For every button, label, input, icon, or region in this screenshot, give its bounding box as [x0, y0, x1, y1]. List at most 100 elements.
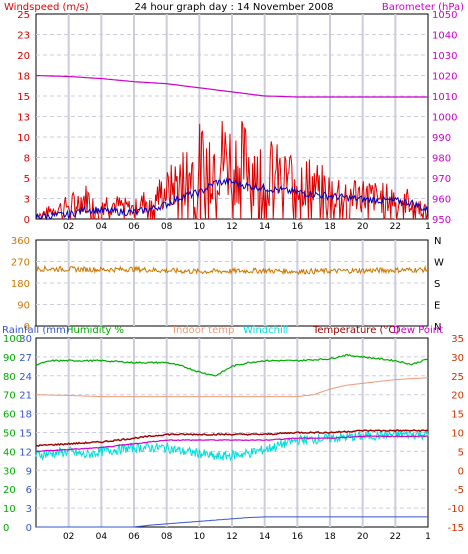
x-tick-label: 06: [128, 532, 140, 542]
indoor-temp-series: [36, 377, 429, 398]
barometer-axis-tick-label: 990: [432, 133, 451, 144]
temperature-axis-tick-label: 5: [458, 447, 464, 458]
barometer-axis-tick-label: 1050: [432, 10, 457, 21]
barometer-series: [35, 74, 428, 98]
windspeed-axis-tick-label: 25: [17, 10, 30, 21]
x-tick-label: 14: [259, 532, 271, 542]
x-tick-label: 08: [161, 222, 173, 232]
barometer-axis-tick-label: 980: [432, 154, 451, 165]
rainfall-axis-tick-label: 15: [19, 429, 32, 440]
temperature-axis-tick-label: -15: [448, 523, 464, 534]
temperature-series: [35, 429, 429, 448]
wind-dir-axis-tick-label: 270: [11, 258, 30, 269]
rainfall-axis-tick-label: 0: [26, 523, 32, 534]
barometer-axis-tick-label: 1030: [432, 51, 457, 62]
windspeed-axis-tick-label: 23: [17, 31, 30, 42]
compass-label: N: [434, 236, 441, 247]
temperature-axis-tick-label: 0: [458, 466, 464, 477]
x-tick-label: 02: [63, 222, 74, 232]
humidity-axis-tick-label: 0: [3, 523, 9, 534]
barometer-axis-tick-label: 1040: [432, 31, 457, 42]
x-tick-label: 1: [425, 222, 431, 232]
temperature-legend: Temperature (°C): [312, 325, 399, 336]
x-tick-label: 14: [259, 222, 271, 232]
x-tick-label: 12: [226, 222, 237, 232]
temperature-axis-tick-label: 35: [451, 334, 464, 345]
barometer-axis-tick-label: 1020: [432, 72, 457, 83]
rainfall-axis-tick-label: 6: [26, 485, 32, 496]
x-tick-label: 04: [96, 222, 108, 232]
windspeed-axis-tick-label: 20: [17, 51, 30, 62]
windspeed-series: [35, 120, 429, 220]
rainfall-axis-tick-label: 9: [26, 466, 32, 477]
wind-dir-axis-tick-label: 0: [24, 322, 30, 333]
windspeed-axis-tick-label: 0: [24, 215, 30, 226]
humidity-axis-tick-label: 10: [3, 504, 16, 515]
barometer-axis-tick-label: 960: [432, 195, 451, 206]
barometer-axis-tick-label: 1000: [432, 113, 457, 124]
chart-title: 24 hour graph day : 14 November 2008: [134, 2, 333, 13]
compass-label: E: [434, 301, 440, 312]
humidity-axis-tick-label: 60: [3, 410, 16, 421]
windspeed-axis-tick-label: 10: [17, 133, 30, 144]
x-tick-label: 10: [194, 222, 206, 232]
rainfall-axis-tick-label: 30: [19, 334, 32, 345]
x-tick-label: 22: [390, 532, 401, 542]
x-tick-label: 1: [425, 532, 431, 542]
windspeed-axis-tick-label: 15: [17, 92, 30, 103]
x-tick-label: 06: [128, 222, 140, 232]
barometer-axis-tick-label: 950: [432, 215, 451, 226]
windspeed-axis-tick-label: 13: [17, 113, 30, 124]
rainfall-axis-tick-label: 24: [19, 372, 32, 383]
barometer-legend: Barometer (hPa): [382, 2, 464, 13]
x-tick-label: 10: [194, 532, 206, 542]
temperature-axis-tick-label: 20: [451, 391, 464, 402]
humidity-series: [35, 353, 429, 377]
wind-direction-series: [35, 264, 429, 276]
rainfall-axis-tick-label: 27: [19, 353, 32, 364]
humidity-axis-tick-label: 40: [3, 447, 16, 458]
windspeed-legend: Windspeed (m/s): [4, 2, 89, 13]
x-tick-label: 16: [292, 532, 304, 542]
x-tick-label: 02: [63, 532, 74, 542]
x-tick-label: 08: [161, 532, 173, 542]
x-tick-label: 18: [324, 532, 336, 542]
humidity-axis-tick-label: 70: [3, 391, 16, 402]
x-tick-label: 20: [357, 222, 369, 232]
temperature-axis-tick-label: -5: [454, 485, 464, 496]
windchill-legend: Windchill: [243, 325, 288, 336]
wind-dir-axis-tick-label: 90: [17, 301, 30, 312]
indoor-temp-legend: Indoor temp: [173, 325, 234, 336]
temperature-axis-tick-label: 30: [451, 353, 464, 364]
rainfall-axis-tick-label: 3: [26, 504, 32, 515]
temperature-axis-tick-label: -10: [448, 504, 464, 515]
compass-label: W: [434, 258, 444, 269]
x-tick-label: 20: [357, 532, 369, 542]
humidity-axis-tick-label: 80: [3, 372, 16, 383]
windspeed-axis-tick-label: 18: [17, 72, 30, 83]
humidity-axis-tick-label: 30: [3, 466, 16, 477]
rainfall-axis-tick-label: 21: [19, 391, 32, 402]
dew-point-legend: Dew Point: [393, 325, 443, 336]
windspeed-axis-tick-label: 8: [24, 154, 30, 165]
humidity-legend: Humidity %: [66, 325, 124, 336]
temperature-humidity-chart: Rainfall (mm)Humidity % Indoor temp Windch…: [2, 325, 464, 542]
humidity-axis-tick-label: 20: [3, 485, 16, 496]
rainfall-legend: Rainfall (mm): [2, 325, 70, 336]
humidity-axis-tick-label: 100: [3, 334, 22, 345]
dew-point-series: [35, 435, 429, 453]
wind-dir-axis-tick-label: 180: [11, 279, 30, 290]
windchill-series: [35, 429, 429, 462]
compass-label: N: [434, 322, 441, 333]
wind-barometer-chart: Windspeed (m/s) 24 hour graph day : 14 No…: [4, 2, 464, 232]
average-wind-series: [35, 177, 429, 221]
humidity-axis-tick-label: 90: [3, 353, 16, 364]
barometer-axis-tick-label: 1010: [432, 92, 457, 103]
windspeed-axis-tick-label: 3: [24, 195, 30, 206]
temperature-axis-tick-label: 25: [451, 372, 464, 383]
x-tick-label: 22: [390, 222, 401, 232]
x-tick-label: 04: [96, 532, 108, 542]
windspeed-axis-tick-label: 5: [24, 174, 30, 185]
